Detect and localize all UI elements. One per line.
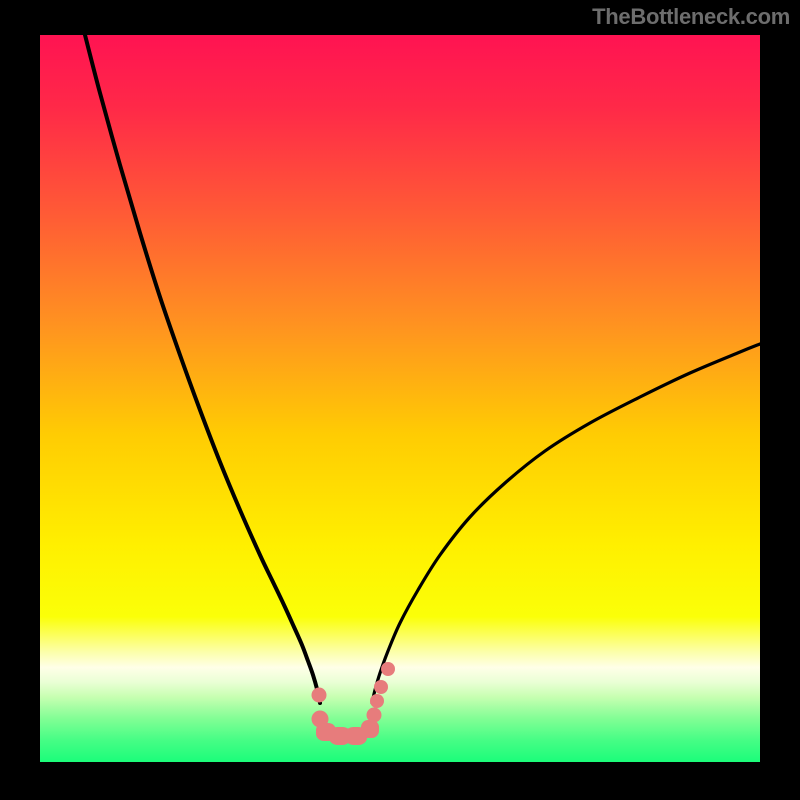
watermark-text: TheBottleneck.com	[592, 4, 790, 30]
data-marker	[374, 680, 388, 694]
data-marker	[370, 694, 384, 708]
data-marker	[381, 662, 395, 676]
data-marker	[312, 688, 327, 703]
left-curve	[85, 35, 320, 703]
data-marker	[367, 708, 382, 723]
curve-layer	[40, 35, 760, 762]
data-marker	[361, 720, 379, 738]
plot-area	[40, 35, 760, 762]
right-curve	[372, 344, 760, 703]
